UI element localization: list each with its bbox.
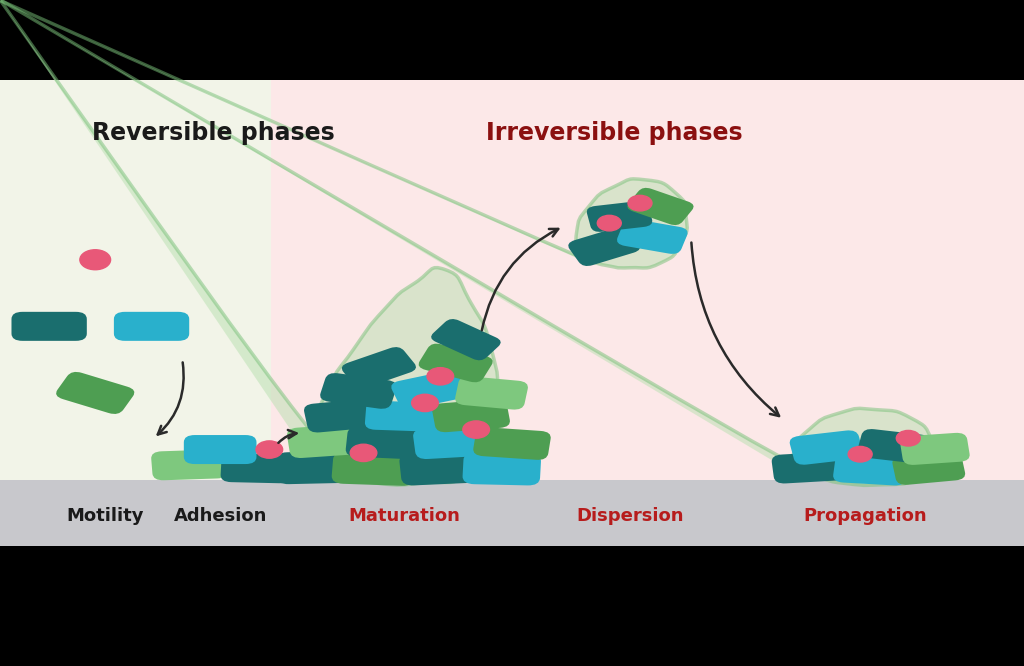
Circle shape [896, 430, 921, 446]
FancyBboxPatch shape [342, 347, 416, 388]
PathPatch shape [575, 179, 687, 268]
FancyBboxPatch shape [616, 219, 688, 254]
FancyBboxPatch shape [463, 452, 541, 486]
Circle shape [350, 444, 377, 462]
FancyBboxPatch shape [184, 435, 256, 464]
FancyArrowPatch shape [158, 362, 183, 434]
FancyBboxPatch shape [473, 428, 551, 460]
FancyBboxPatch shape [568, 227, 640, 266]
FancyBboxPatch shape [900, 433, 970, 465]
Text: Motility: Motility [67, 507, 144, 525]
FancyBboxPatch shape [892, 452, 966, 485]
FancyBboxPatch shape [790, 430, 863, 465]
FancyBboxPatch shape [220, 453, 292, 484]
FancyBboxPatch shape [11, 312, 87, 341]
FancyBboxPatch shape [772, 452, 846, 484]
FancyBboxPatch shape [455, 376, 528, 410]
PathPatch shape [793, 408, 938, 486]
Circle shape [628, 195, 652, 211]
Circle shape [80, 250, 111, 270]
Circle shape [427, 368, 454, 385]
FancyBboxPatch shape [399, 451, 481, 486]
Text: Dispersion: Dispersion [577, 507, 683, 525]
FancyBboxPatch shape [332, 452, 416, 486]
Text: Propagation: Propagation [804, 507, 927, 525]
FancyBboxPatch shape [321, 373, 396, 409]
FancyBboxPatch shape [287, 424, 369, 458]
FancyBboxPatch shape [628, 188, 693, 225]
FancyArrowPatch shape [482, 229, 558, 330]
FancyBboxPatch shape [275, 451, 359, 484]
Circle shape [597, 215, 622, 231]
FancyBboxPatch shape [152, 450, 227, 480]
FancyBboxPatch shape [391, 370, 469, 409]
FancyBboxPatch shape [857, 429, 931, 464]
Text: Adhesion: Adhesion [173, 507, 267, 525]
Bar [0, 480, 1024, 546]
Circle shape [463, 421, 489, 438]
Bar [0, 80, 271, 546]
FancyBboxPatch shape [587, 201, 652, 232]
FancyBboxPatch shape [431, 319, 501, 360]
FancyBboxPatch shape [834, 454, 907, 486]
Text: Reversible phases: Reversible phases [92, 121, 335, 145]
Text: Maturation: Maturation [348, 507, 461, 525]
FancyBboxPatch shape [114, 312, 189, 341]
FancyBboxPatch shape [413, 426, 495, 459]
FancyArrowPatch shape [279, 430, 297, 443]
FancyBboxPatch shape [56, 372, 134, 414]
Circle shape [412, 394, 438, 412]
Bar [271, 80, 1024, 546]
FancyBboxPatch shape [432, 399, 510, 432]
Circle shape [256, 441, 283, 458]
FancyBboxPatch shape [346, 426, 426, 460]
FancyBboxPatch shape [419, 344, 493, 382]
Text: Irreversible phases: Irreversible phases [486, 121, 742, 145]
FancyArrowPatch shape [691, 242, 779, 416]
PathPatch shape [311, 268, 498, 485]
FancyBboxPatch shape [365, 401, 444, 432]
FancyBboxPatch shape [304, 399, 382, 432]
Circle shape [848, 446, 872, 462]
